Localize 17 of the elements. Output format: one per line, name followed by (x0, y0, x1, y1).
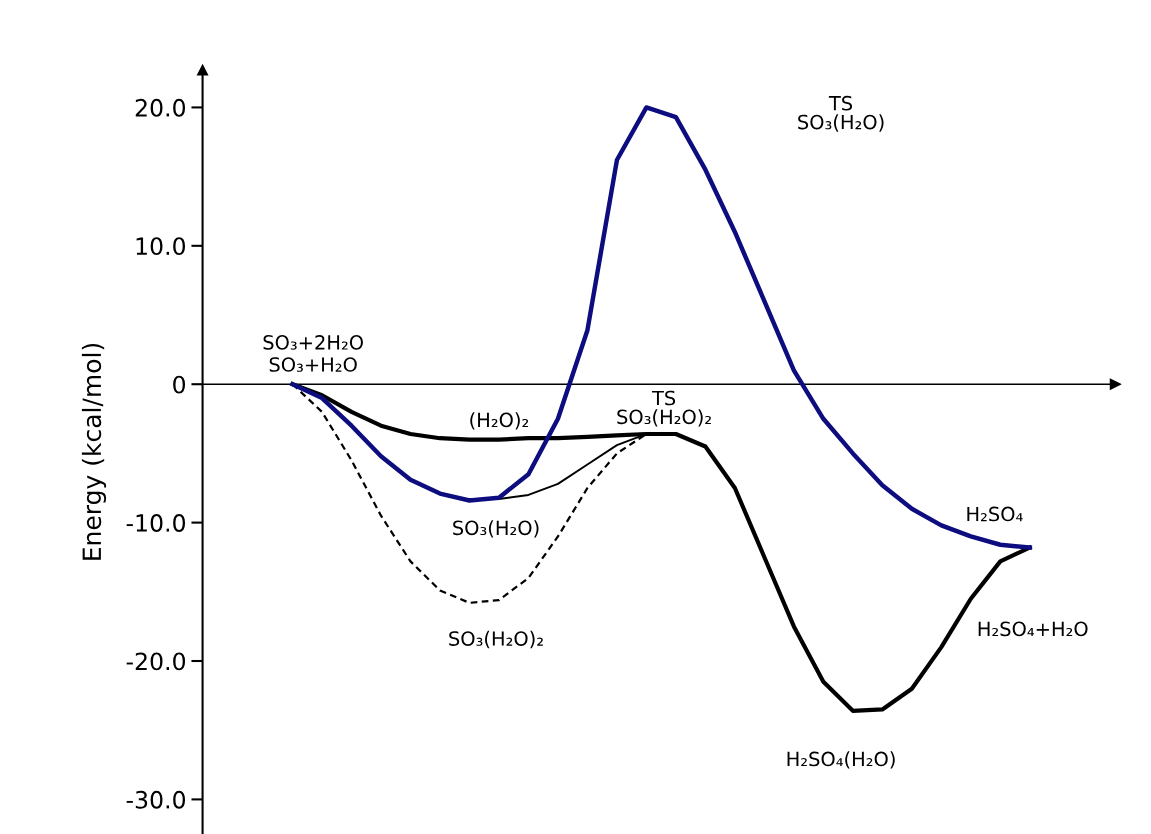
y-tick-label: 10.0 (136, 237, 186, 256)
y-tick-label: -20.0 (126, 652, 186, 671)
annotation: (H₂O)₂ (470, 412, 529, 430)
y-tick-label: -30.0 (126, 790, 186, 809)
annotation: H₂SO₄ (967, 506, 1023, 522)
y-tick-label: 20.0 (135, 98, 186, 117)
annotation: H₂SO₄(H₂O) (787, 751, 895, 769)
y-tick-label: 0 (173, 375, 186, 394)
annotation: SO₃+H₂O (269, 357, 357, 372)
y-tick-label: -10.0 (126, 514, 186, 532)
annotation: SO₃(H₂O)₂ (449, 630, 543, 649)
annotation: SO₃+2H₂O (263, 335, 363, 350)
y-axis-title: Energy (kcal/mol) (81, 343, 107, 560)
annotation: H₂SO₄+H₂O (978, 621, 1088, 637)
annotation: SO₃(H₂O) (453, 520, 539, 538)
annotation: TS SO₃(H₂O) (798, 95, 884, 132)
annotation: TS SO₃(H₂O)₂ (617, 390, 711, 427)
